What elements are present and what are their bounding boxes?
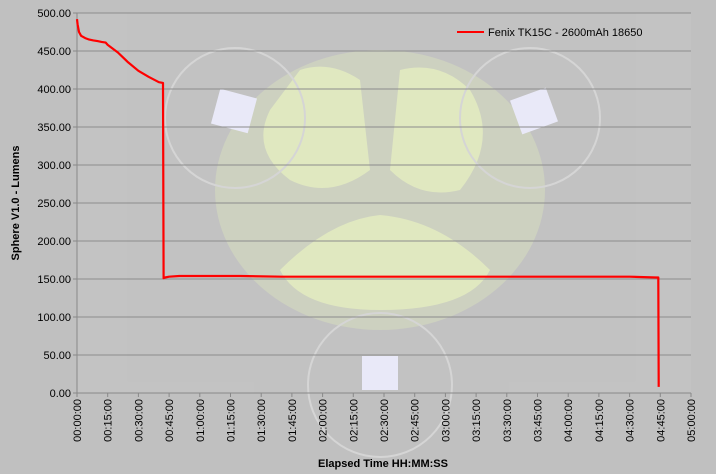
legend-label: Fenix TK15C - 2600mAh 18650 — [488, 27, 643, 39]
x-tick-label: 03:00:00 — [440, 399, 452, 442]
legend: Fenix TK15C - 2600mAh 18650 — [457, 27, 643, 39]
flashlight-watermark — [77, 13, 691, 458]
series-layer — [75, 18, 660, 387]
y-axis-ticks: 0.00 50.00 100.00 150.00 200.00 250.00 300.00 3… — [37, 8, 77, 400]
x-tick-label: 02:30:00 — [379, 399, 391, 442]
y-tick-label: 300.00 — [37, 160, 71, 172]
x-tick-label: 03:15:00 — [471, 399, 483, 442]
y-tick-label: 450.00 — [37, 46, 71, 58]
x-axis-title: Elapsed Time HH:MM:SS — [318, 458, 448, 470]
y-tick-label: 100.00 — [37, 312, 71, 324]
y-axis-title: Sphere V1.0 - Lumens — [10, 146, 22, 261]
series-line-0 — [75, 18, 660, 387]
x-tick-label: 04:00:00 — [563, 399, 575, 442]
y-tick-label: 250.00 — [37, 198, 71, 210]
x-tick-label: 04:15:00 — [594, 399, 606, 442]
x-tick-label: 03:30:00 — [502, 399, 514, 442]
y-tick-label: 150.00 — [37, 274, 71, 286]
x-tick-label: 04:45:00 — [655, 399, 667, 442]
y-tick-label: 200.00 — [37, 236, 71, 248]
y-tick-label: 50.00 — [43, 350, 71, 362]
gridlines — [77, 12, 691, 356]
x-tick-label: 00:30:00 — [133, 399, 145, 442]
x-tick-label: 02:45:00 — [410, 399, 422, 442]
x-tick-label: 00:00:00 — [72, 399, 84, 442]
x-tick-label: 00:45:00 — [164, 399, 176, 442]
y-tick-label: 400.00 — [37, 84, 71, 96]
x-tick-label: 03:45:00 — [533, 399, 545, 442]
y-tick-label: 0.00 — [50, 388, 71, 400]
x-tick-label: 01:00:00 — [195, 399, 207, 442]
x-tick-label: 02:00:00 — [318, 399, 330, 442]
x-tick-label: 02:15:00 — [348, 399, 360, 442]
x-axis-ticks: 00:00:00 00:15:00 00:30:00 00:45:00 01:00:00… — [72, 393, 698, 442]
y-tick-label: 350.00 — [37, 122, 71, 134]
x-tick-label: 01:30:00 — [256, 399, 268, 442]
x-tick-label: 01:45:00 — [287, 399, 299, 442]
x-tick-label: 01:15:00 — [226, 399, 238, 442]
x-tick-label: 04:30:00 — [625, 399, 637, 442]
x-tick-label: 00:15:00 — [103, 399, 115, 442]
y-tick-label: 500.00 — [37, 8, 71, 20]
x-tick-label: 05:00:00 — [686, 399, 698, 442]
